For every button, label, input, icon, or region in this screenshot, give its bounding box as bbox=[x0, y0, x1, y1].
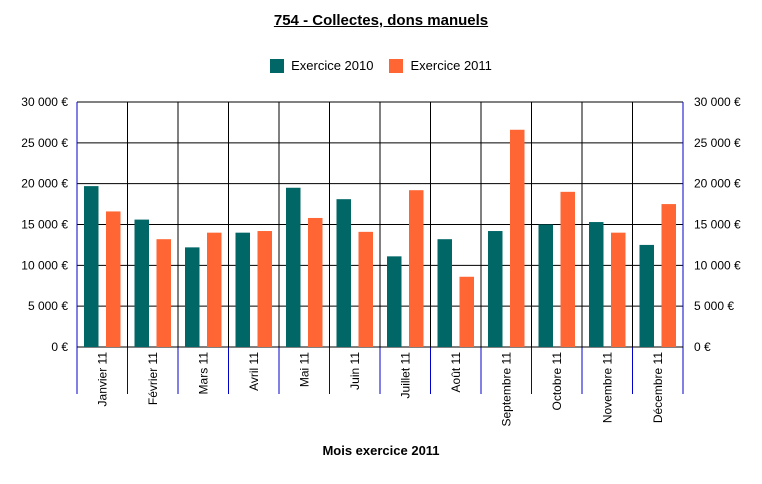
bar-2010 bbox=[589, 222, 604, 347]
legend-swatch-2011 bbox=[389, 58, 404, 73]
y-tick-label-left: 10 000 € bbox=[21, 258, 68, 272]
bar-2010 bbox=[437, 239, 452, 347]
bar-2010 bbox=[286, 187, 301, 347]
bar-2010 bbox=[387, 256, 402, 347]
y-tick-label-left: 15 000 € bbox=[21, 218, 68, 232]
legend-item-2010: Exercice 2010 bbox=[270, 58, 373, 73]
y-tick-label-left: 30 000 € bbox=[21, 95, 68, 109]
chart-title: 754 - Collectes, dons manuels bbox=[273, 12, 489, 29]
bar-2011 bbox=[308, 217, 323, 347]
bar-2011 bbox=[459, 276, 474, 347]
x-tick-label: Août 11 bbox=[449, 352, 463, 393]
legend-label-2010: Exercice 2010 bbox=[291, 58, 374, 73]
bar-2010 bbox=[84, 186, 99, 347]
x-tick-label: Janvier 11 bbox=[95, 352, 109, 407]
bar-2010 bbox=[185, 247, 200, 347]
bar-2011 bbox=[106, 211, 121, 347]
y-tick-label-left: 25 000 € bbox=[21, 136, 68, 150]
bar-2011 bbox=[207, 232, 222, 347]
x-axis-label: Mois exercice 2011 bbox=[322, 443, 440, 458]
x-tick-label: Juin 11 bbox=[348, 352, 362, 390]
y-tick-label-right: 15 000 € bbox=[694, 218, 741, 232]
bar-2011 bbox=[611, 232, 626, 347]
bar-2011 bbox=[510, 129, 525, 347]
legend-item-2011: Exercice 2011 bbox=[389, 58, 492, 73]
x-tick-label: Septembre 11 bbox=[499, 352, 513, 427]
x-tick-label: Octobre 11 bbox=[550, 352, 564, 411]
x-tick-label: Décembre 11 bbox=[651, 352, 665, 423]
bar-2011 bbox=[409, 190, 424, 347]
y-tick-label-right: 20 000 € bbox=[694, 177, 741, 191]
y-tick-label-right: 30 000 € bbox=[694, 95, 741, 109]
bar-2010 bbox=[336, 199, 351, 347]
y-tick-label-left: 0 € bbox=[51, 340, 68, 354]
bar-2011 bbox=[358, 231, 373, 347]
y-tick-label-right: 25 000 € bbox=[694, 136, 741, 150]
y-tick-label-left: 5 000 € bbox=[28, 299, 68, 313]
x-tick-label: Mars 11 bbox=[196, 352, 210, 395]
x-tick-label: Avril 11 bbox=[247, 352, 261, 391]
x-tick-label: Février 11 bbox=[146, 352, 160, 405]
y-tick-label-left: 20 000 € bbox=[21, 177, 68, 191]
bar-2011 bbox=[661, 204, 676, 347]
legend-label-2011: Exercice 2011 bbox=[410, 58, 492, 73]
y-tick-label-right: 5 000 € bbox=[694, 299, 734, 313]
y-tick-label-right: 0 € bbox=[694, 340, 711, 354]
bar-2011 bbox=[257, 231, 272, 347]
bar-2011 bbox=[156, 239, 171, 347]
x-tick-label: Mai 11 bbox=[297, 352, 311, 387]
x-tick-label: Novembre 11 bbox=[600, 352, 614, 423]
bar-2010 bbox=[488, 231, 503, 347]
y-tick-label-right: 10 000 € bbox=[694, 258, 741, 272]
x-tick-label: Juillet 11 bbox=[398, 352, 412, 399]
bar-2011 bbox=[560, 191, 575, 347]
legend-swatch-2010 bbox=[270, 58, 285, 73]
bar-2010 bbox=[134, 219, 149, 347]
bar-2010 bbox=[538, 224, 553, 347]
legend: Exercice 2010 Exercice 2011 bbox=[0, 58, 762, 73]
bar-2010 bbox=[639, 244, 654, 347]
bar-2010 bbox=[235, 232, 250, 347]
